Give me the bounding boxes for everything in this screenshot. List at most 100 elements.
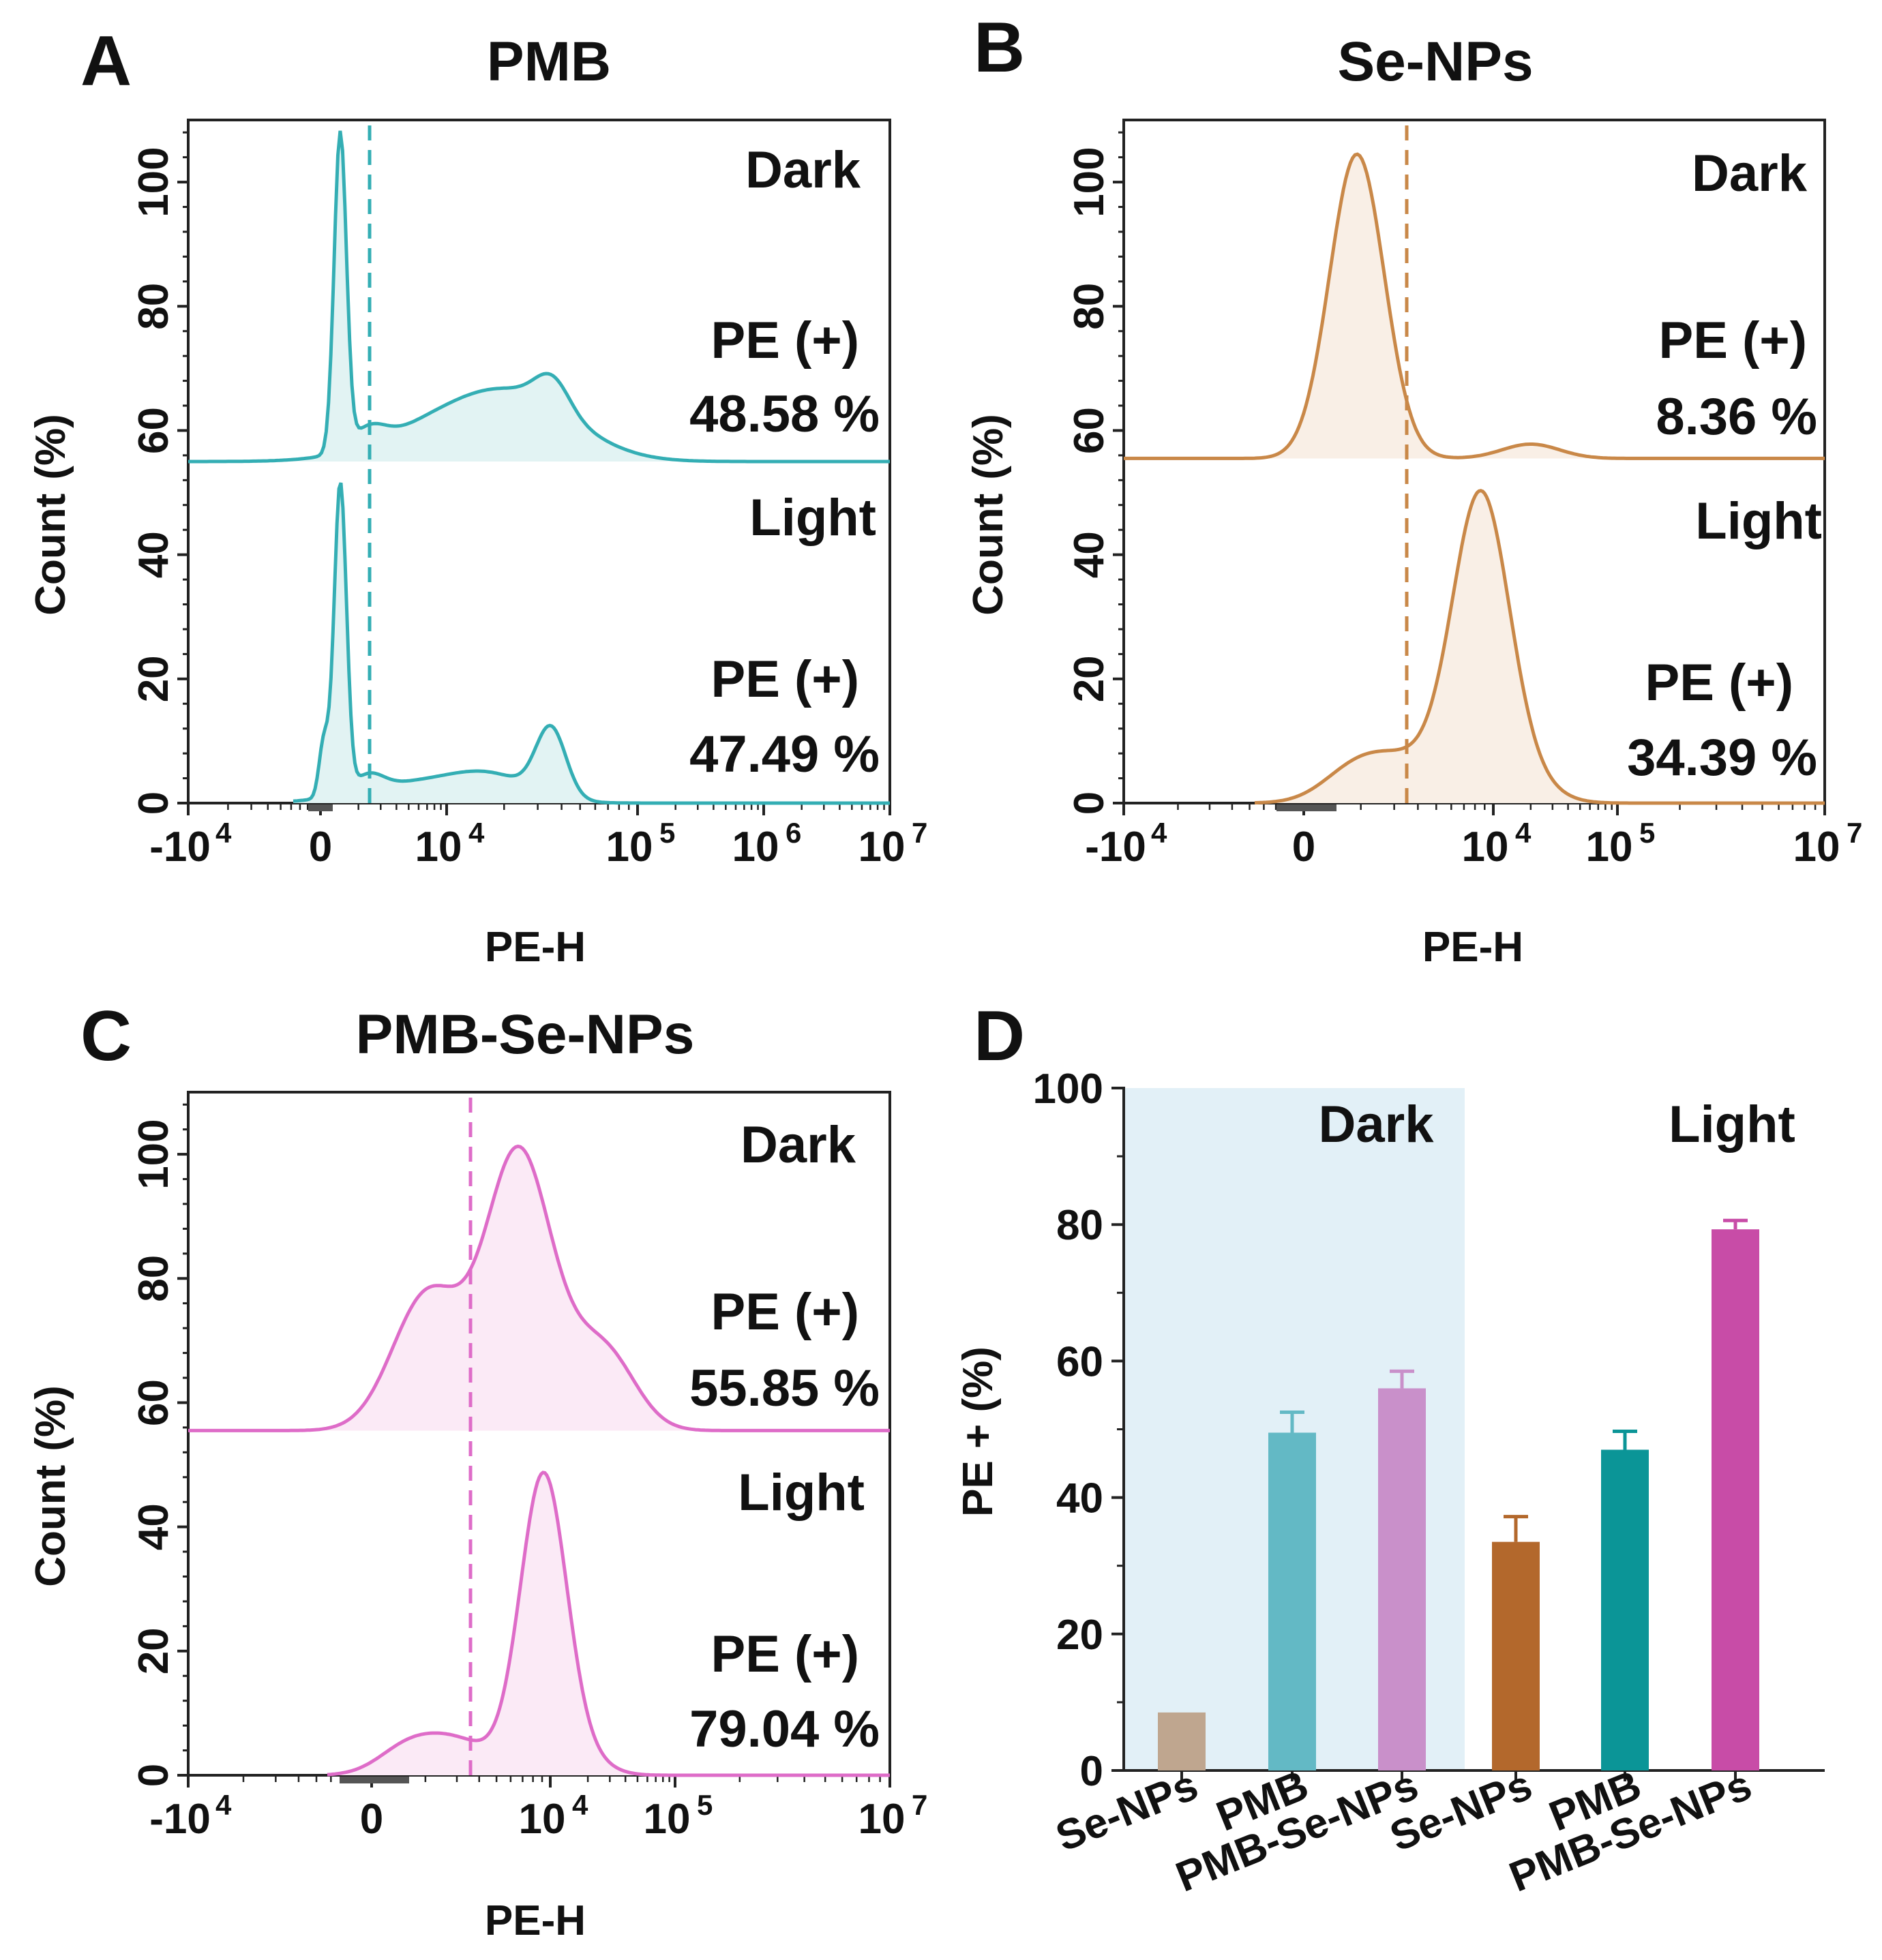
- y-tick-label: 40: [1056, 1475, 1103, 1522]
- y-tick-label: 20: [130, 655, 177, 702]
- panel-c-ylabel: Count (%): [27, 1385, 74, 1586]
- dark-histogram-fill: [188, 1146, 890, 1431]
- panel-b-light-label: Light: [1695, 492, 1822, 550]
- y-tick-label: 80: [1056, 1202, 1103, 1249]
- bar: [1712, 1229, 1759, 1770]
- x-tick-exponent: 5: [1639, 817, 1655, 849]
- x-tick-label: 0: [1292, 824, 1315, 871]
- panel-b-light-pe-label: PE (+): [1645, 654, 1794, 712]
- x-tick-exponent: 4: [572, 1789, 588, 1821]
- x-category-label: Se-NPs: [1049, 1762, 1204, 1860]
- panel-letter-c: C: [80, 997, 132, 1076]
- bar: [1158, 1712, 1206, 1770]
- x-tick-exponent: 6: [786, 817, 801, 849]
- zero-band: [1276, 804, 1336, 811]
- y-tick-label: 0: [1080, 1748, 1103, 1795]
- panel-a-xlabel: PE-H: [485, 924, 586, 971]
- x-tick-exponent: 4: [215, 817, 232, 849]
- panel-c-light-label: Light: [738, 1464, 865, 1522]
- panel-c-light-pe-label: PE (+): [711, 1625, 860, 1683]
- y-tick-label: 40: [130, 531, 177, 578]
- panel-b-dark-label: Dark: [1692, 145, 1808, 202]
- y-tick-label: 20: [1056, 1612, 1103, 1659]
- y-tick-label: 40: [1066, 531, 1113, 578]
- dark-histogram-curve: [188, 1144, 890, 1432]
- x-tick-label: 0: [360, 1796, 383, 1843]
- panel-b-dark-pe-label: PE (+): [1659, 312, 1808, 370]
- panel-c-dark-pe-value: 55.85 %: [689, 1359, 880, 1417]
- x-tick-exponent: 4: [1515, 817, 1532, 849]
- x-tick-label: 10: [415, 824, 462, 871]
- bar: [1268, 1432, 1316, 1770]
- panel-c-ylabel-unit: (%): [27, 1385, 74, 1451]
- panel-b-title: Se-NPs: [1337, 31, 1533, 93]
- panel-c-light-pe-value: 79.04 %: [689, 1700, 880, 1758]
- y-tick-label: 0: [130, 791, 177, 815]
- x-tick-label: 10: [1793, 824, 1840, 871]
- bar: [1601, 1449, 1649, 1770]
- panel-c-xlabel: PE-H: [485, 1897, 586, 1944]
- x-tick-label: 10: [519, 1796, 566, 1843]
- x-tick-exponent: 4: [215, 1789, 232, 1821]
- panel-c-dark-pe-label: PE (+): [711, 1283, 860, 1341]
- x-tick-exponent: 7: [912, 817, 927, 849]
- panel-a-light-pe-value: 47.49 %: [689, 725, 880, 783]
- panel-a-ylabel-unit: (%): [27, 414, 74, 479]
- y-tick-label: 20: [1066, 655, 1113, 702]
- panel-d-ylabel: PE + (%): [955, 1346, 1002, 1517]
- x-tick-label: 10: [1586, 824, 1633, 871]
- y-tick-label: 0: [130, 1764, 177, 1787]
- panel-b-ylabel-unit: (%): [965, 414, 1012, 479]
- y-tick-label: 60: [130, 1379, 177, 1426]
- panel-a-light-pe-label: PE (+): [711, 650, 860, 708]
- x-tick-label: 0: [309, 824, 332, 871]
- y-tick-label: 60: [1066, 407, 1113, 454]
- panel-a-dark-pe-value: 48.58 %: [689, 385, 880, 443]
- panel-letter-b: B: [974, 8, 1025, 87]
- dark-histogram-curve: [188, 130, 890, 464]
- x-tick-label: -10: [149, 824, 211, 871]
- panel-a-dark-pe-label: PE (+): [711, 312, 860, 370]
- y-tick-label: 80: [130, 1255, 177, 1302]
- panel-a-dark-label: Dark: [745, 141, 861, 199]
- x-tick-exponent: 7: [912, 1789, 927, 1821]
- x-tick-exponent: 5: [697, 1789, 713, 1821]
- zero-band: [340, 1777, 409, 1783]
- light-histogram-fill: [293, 483, 890, 803]
- dark-histogram-fill: [188, 130, 890, 462]
- y-tick-label: 100: [1033, 1066, 1103, 1113]
- panel-letter-a: A: [80, 22, 132, 101]
- panel-b-ylabel: Count (%): [965, 414, 1012, 615]
- x-tick-exponent: 5: [659, 817, 675, 849]
- y-tick-label: 20: [130, 1627, 177, 1674]
- panel-b-ylabel-main: Count: [965, 494, 1012, 616]
- bar: [1378, 1388, 1426, 1770]
- y-tick-label: 80: [1066, 283, 1113, 330]
- y-tick-label: 40: [130, 1503, 177, 1550]
- x-tick-label: 10: [1462, 824, 1509, 871]
- panel-a-ylabel-main: Count: [27, 494, 74, 616]
- x-tick-label: 10: [606, 824, 653, 871]
- y-tick-label: 0: [1066, 791, 1113, 815]
- x-tick-label: 10: [858, 1796, 906, 1843]
- panel-d-light-label: Light: [1669, 1096, 1795, 1154]
- x-tick-label: -10: [1085, 824, 1146, 871]
- y-tick-label: 100: [130, 147, 177, 217]
- panel-letter-d: D: [974, 997, 1025, 1076]
- light-histogram-curve: [293, 482, 890, 805]
- panel-b-xlabel: PE-H: [1422, 924, 1523, 971]
- panel-c-ylabel-main: Count: [27, 1465, 74, 1587]
- y-tick-label: 60: [130, 407, 177, 454]
- x-tick-exponent: 7: [1847, 817, 1862, 849]
- panel-c-dark-label: Dark: [741, 1116, 856, 1174]
- panel-b-dark-pe-value: 8.36 %: [1656, 388, 1817, 446]
- y-tick-label: 60: [1056, 1338, 1103, 1385]
- panel-d-dark-label: Dark: [1319, 1096, 1435, 1154]
